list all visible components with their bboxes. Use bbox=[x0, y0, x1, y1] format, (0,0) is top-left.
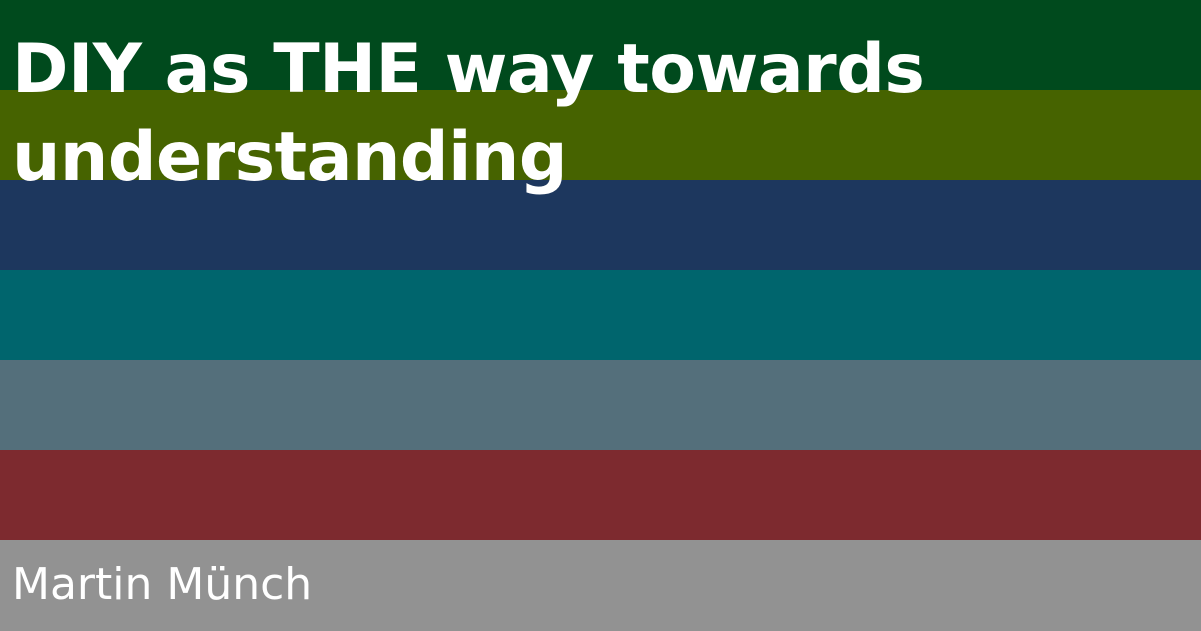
stripe-slate-gray bbox=[0, 360, 1201, 450]
stripe-olive-green bbox=[0, 90, 1201, 180]
stripe-navy-blue bbox=[0, 180, 1201, 270]
stripe-teal bbox=[0, 270, 1201, 360]
author-name: Martin Münch bbox=[12, 559, 313, 610]
post-title: DIY as THE way towards understanding bbox=[12, 30, 925, 197]
stripe-dark-red bbox=[0, 450, 1201, 540]
stripe-dark-green bbox=[0, 0, 1201, 90]
stripe-gray bbox=[0, 540, 1201, 631]
